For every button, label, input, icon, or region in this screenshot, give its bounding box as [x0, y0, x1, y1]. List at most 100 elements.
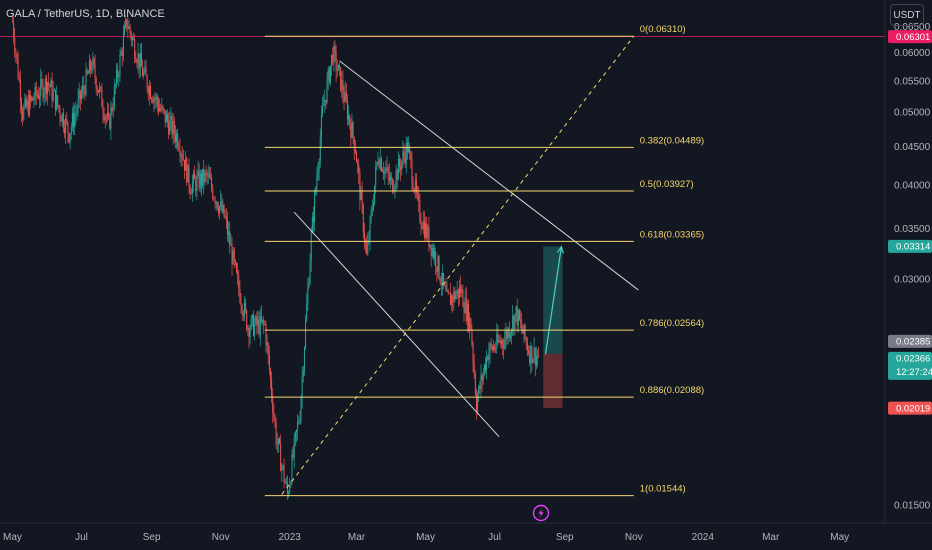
candle-body	[361, 191, 363, 206]
candle-body	[166, 114, 168, 122]
candle-body	[269, 369, 271, 380]
candle-body	[50, 80, 52, 88]
candle-body	[333, 45, 335, 64]
candle-body	[464, 297, 466, 313]
candle-body	[255, 316, 257, 324]
candle-body	[159, 108, 161, 111]
time-axis[interactable]: May Jul Sep Nov 2023 Mar May Jul Sep Nov 2024 Mar Ma…	[3, 532, 849, 543]
candle-body	[97, 90, 99, 93]
drawing-overlays[interactable]	[0, 35, 885, 495]
candle-body	[233, 250, 235, 261]
price-axis[interactable]: 0.06500 0.06000 0.05500 0.05000 0.04500 0.040…	[894, 22, 931, 512]
candle-body	[461, 289, 463, 294]
price-tick-label: 0.03000	[894, 274, 931, 285]
candle-body	[188, 164, 190, 187]
fibonacci-retracement[interactable]: 0(0.06310) 0.382(0.04489) 0.5(0.03927) 0.61…	[264, 24, 704, 497]
candle-body	[250, 317, 252, 329]
candle-body	[217, 208, 219, 213]
candle-body	[142, 66, 144, 76]
candle-body	[144, 67, 146, 73]
candle-body	[222, 204, 224, 212]
fib-level-label: 0.382(0.04489)	[640, 135, 704, 146]
candle-body	[219, 205, 221, 213]
candle-body	[268, 354, 270, 370]
candle-body	[479, 385, 481, 390]
candle-body	[127, 27, 129, 29]
candle-body	[273, 412, 275, 417]
candle-body	[88, 60, 90, 74]
candle-body	[265, 323, 267, 346]
candle-body	[363, 232, 365, 242]
candle-body	[121, 51, 123, 56]
candle-body	[348, 115, 350, 120]
candle-body	[176, 133, 178, 142]
candle-body	[203, 168, 205, 183]
candle-body	[328, 68, 330, 83]
time-tick-label: Nov	[625, 532, 643, 543]
currency-button[interactable]: USDT	[890, 4, 924, 26]
candle-body	[440, 283, 442, 285]
candle-body	[226, 218, 228, 235]
price-tags: 0.06301 0.03314 0.02385 0.02366 12:27:24 0.02…	[888, 30, 932, 415]
candle-body	[516, 306, 518, 326]
candle-body	[57, 95, 59, 106]
candle-body	[439, 278, 441, 284]
candle-body	[362, 205, 364, 233]
candle-body	[513, 316, 515, 330]
candle-body	[294, 432, 296, 439]
candle-body	[442, 273, 443, 285]
candle-body	[353, 137, 355, 151]
candle-body	[177, 133, 179, 148]
projection-arrow[interactable]	[544, 246, 562, 355]
candle-body	[336, 70, 338, 72]
candle-body	[481, 375, 483, 381]
candle-body	[249, 328, 251, 338]
candle-body	[355, 152, 357, 163]
candle-body	[456, 288, 458, 295]
candle-body	[471, 329, 473, 344]
candle-body	[366, 243, 368, 255]
candle-body	[504, 339, 506, 349]
candle-body	[196, 175, 198, 191]
candle-body	[480, 375, 482, 390]
position-loss-zone[interactable]	[543, 353, 563, 409]
trendline[interactable]	[339, 60, 639, 291]
candle-body	[349, 115, 351, 125]
candle-body	[474, 374, 476, 394]
candle-body	[375, 167, 377, 186]
candle-body	[358, 164, 360, 173]
candle-body	[241, 306, 243, 314]
candle-body	[109, 115, 111, 129]
candle-body	[185, 158, 187, 171]
trendline[interactable]	[293, 211, 500, 437]
candle-body	[48, 82, 50, 85]
candle-body	[472, 343, 474, 362]
candle-body	[228, 231, 230, 235]
candle-body	[100, 87, 102, 88]
candle-body	[458, 286, 460, 298]
price-tag-label: 0.02385	[896, 337, 930, 348]
lightning-icon[interactable]	[532, 504, 550, 522]
candle-body	[161, 105, 163, 110]
candle-body	[204, 172, 206, 183]
candle-body	[311, 216, 313, 233]
candle-body	[469, 318, 471, 330]
candle-body	[213, 198, 215, 200]
candle-body	[157, 103, 159, 111]
candle-body	[460, 286, 462, 294]
candle-body	[169, 120, 171, 135]
fib-trend-line[interactable]	[281, 35, 635, 495]
candle-body	[308, 283, 310, 288]
candle-body	[86, 69, 88, 74]
candle-body	[411, 160, 413, 184]
candle-body	[494, 346, 496, 350]
candle-body	[431, 247, 433, 256]
candle-body	[410, 152, 412, 161]
candle-body	[466, 304, 468, 321]
candle-body	[429, 244, 431, 247]
candle-body	[195, 179, 197, 191]
candle-body	[67, 122, 69, 133]
candle-body	[206, 172, 208, 176]
time-tick-label: Sep	[143, 532, 161, 543]
